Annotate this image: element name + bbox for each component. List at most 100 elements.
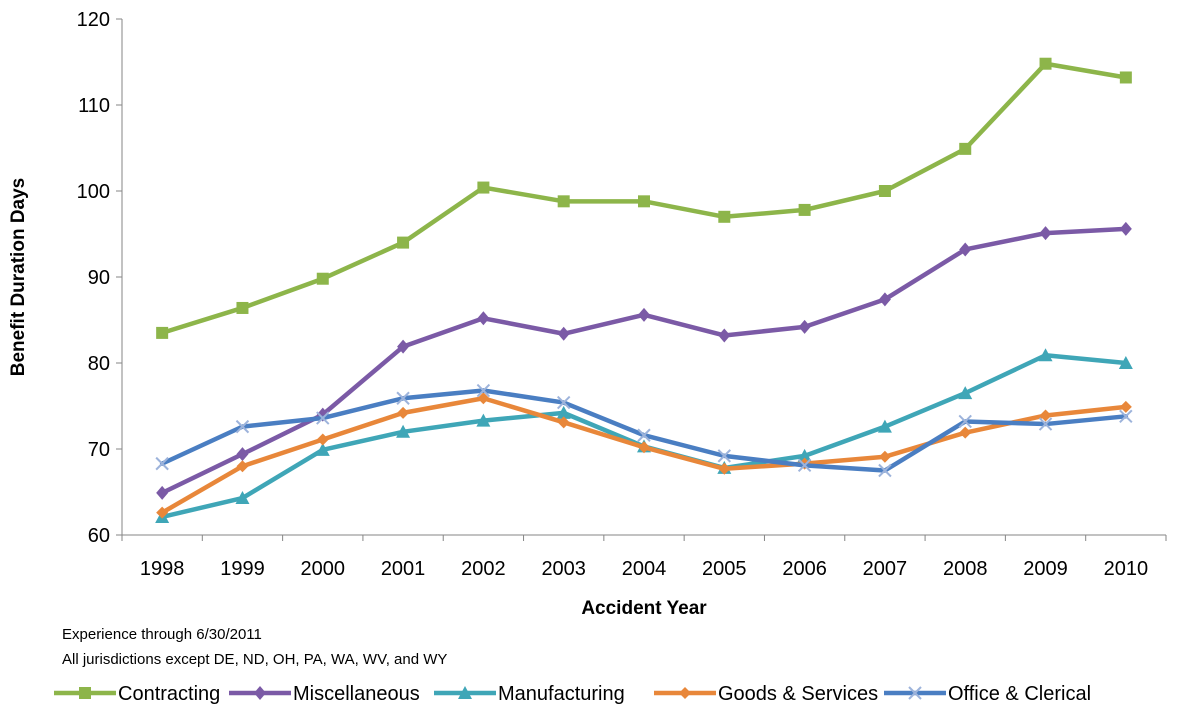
x-tick-label: 2001 xyxy=(381,558,426,580)
data-point xyxy=(556,395,571,410)
marker-x-stroke xyxy=(476,383,491,398)
x-tick-label: 1998 xyxy=(140,558,185,580)
marker-x-stroke xyxy=(155,456,169,471)
x-tick-label: 2008 xyxy=(943,558,988,580)
note-jurisdictions: All jurisdictions except DE, ND, OH, PA,… xyxy=(62,651,447,668)
data-point xyxy=(959,426,972,439)
data-point xyxy=(959,242,972,257)
data-point xyxy=(397,236,410,249)
marker-x-stroke xyxy=(556,395,571,410)
data-point xyxy=(959,142,972,155)
legend: Contracting Miscellaneous Manufacturing Goo… xyxy=(54,683,1091,705)
data-point xyxy=(236,447,249,462)
data-point xyxy=(878,450,891,463)
data-point xyxy=(718,328,731,343)
legend-item: Goods & Services xyxy=(654,683,878,705)
data-point xyxy=(396,391,410,405)
y-tick-label: 100 xyxy=(77,181,110,203)
x-tick-label: 2010 xyxy=(1104,558,1149,580)
data-point xyxy=(638,307,650,322)
x-tick-label: 2000 xyxy=(301,558,346,580)
series-line xyxy=(159,396,1129,515)
x-tick-label: 2005 xyxy=(702,558,747,580)
x-axis-title: Accident Year xyxy=(581,598,707,619)
data-point xyxy=(235,419,250,434)
data-point xyxy=(798,203,811,216)
data-point xyxy=(477,311,490,326)
data-point xyxy=(156,326,169,339)
legend-marker xyxy=(79,687,91,699)
data-point xyxy=(1119,221,1132,236)
data-point xyxy=(397,339,410,354)
data-point xyxy=(1039,57,1052,70)
legend-item: Manufacturing xyxy=(434,683,625,705)
data-point xyxy=(556,405,571,419)
data-point xyxy=(797,458,812,473)
x-tick-label: 2004 xyxy=(622,558,667,580)
data-point xyxy=(638,441,650,454)
y-tick-label: 110 xyxy=(78,95,110,117)
y-tick-label: 60 xyxy=(88,525,110,547)
marker-x-stroke xyxy=(797,458,812,473)
data-point xyxy=(1118,356,1133,369)
legend-label: Office & Clerical xyxy=(948,683,1091,705)
marker-x-stroke xyxy=(1119,409,1133,424)
data-point xyxy=(797,448,812,462)
marker-x-stroke xyxy=(396,391,410,405)
data-point xyxy=(316,272,329,285)
y-tick-label: 90 xyxy=(88,267,110,289)
legend-item: Contracting xyxy=(54,683,220,705)
legend-label: Miscellaneous xyxy=(293,683,420,705)
data-point xyxy=(1119,71,1132,84)
data-point xyxy=(235,491,250,505)
data-point xyxy=(877,419,892,433)
marker-x-stroke xyxy=(1038,417,1053,431)
marker-x-stroke xyxy=(717,449,732,463)
series-miscellaneous xyxy=(156,221,1132,500)
series-contracting xyxy=(156,57,1132,339)
legend-marker xyxy=(254,686,266,700)
series-layer xyxy=(155,57,1133,523)
data-point xyxy=(637,428,651,442)
data-point xyxy=(236,301,249,314)
data-point xyxy=(958,414,972,429)
legend-marker xyxy=(908,686,922,700)
marker-x-stroke xyxy=(908,686,922,700)
data-point xyxy=(397,406,410,419)
x-tick-label: 2002 xyxy=(461,558,506,580)
data-point xyxy=(1038,417,1053,431)
data-point xyxy=(1038,348,1053,362)
data-point xyxy=(477,392,490,405)
note-experience: Experience through 6/30/2011 xyxy=(62,626,262,643)
x-tick-label: 2006 xyxy=(782,558,827,580)
data-point xyxy=(557,326,570,341)
data-point xyxy=(958,386,973,400)
data-point xyxy=(717,449,732,463)
data-point xyxy=(878,292,891,307)
data-point xyxy=(798,319,811,334)
data-point xyxy=(316,411,330,425)
data-point xyxy=(557,416,570,429)
legend-marker xyxy=(679,687,691,699)
y-tick-label: 70 xyxy=(88,439,110,461)
data-point xyxy=(476,383,491,398)
data-point xyxy=(1119,400,1132,413)
data-point xyxy=(878,185,891,197)
data-point xyxy=(638,195,650,208)
data-point xyxy=(155,456,169,471)
marker-x-stroke xyxy=(637,428,651,442)
legend-marker xyxy=(458,686,472,699)
legend-item: Office & Clerical xyxy=(884,683,1091,705)
x-tick-label: 2007 xyxy=(863,558,908,580)
legend-label: Manufacturing xyxy=(498,683,625,705)
data-point xyxy=(477,181,490,194)
marker-x-stroke xyxy=(958,414,972,429)
marker-x-stroke xyxy=(316,411,330,425)
data-point xyxy=(156,506,169,519)
data-point xyxy=(316,433,329,446)
series-office-clerical xyxy=(155,383,1133,478)
y-axis-title: Benefit Duration Days xyxy=(8,178,29,376)
marker-x-stroke xyxy=(878,463,892,478)
legend-item: Miscellaneous xyxy=(229,683,420,705)
